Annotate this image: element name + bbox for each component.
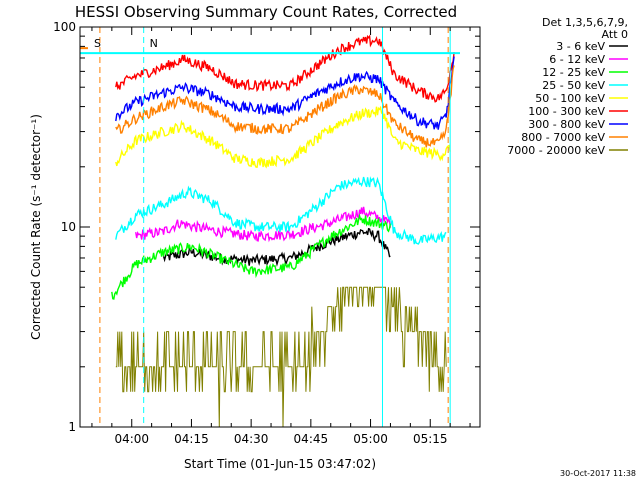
legend-label-1: 3 - 6 keV <box>556 40 605 53</box>
legend-label-9: 7000 - 20000 keV <box>507 144 605 157</box>
flag-label-s: S <box>94 37 101 50</box>
legend-label-2: 6 - 12 keV <box>549 53 605 66</box>
series-line-2 <box>135 206 392 243</box>
series-line-9 <box>115 286 447 428</box>
legend-label-5: 50 - 100 keV <box>535 92 605 105</box>
legend-label-6: 100 - 300 keV <box>528 105 605 118</box>
x-axis-title: Start Time (01-Jun-15 03:47:02) <box>184 457 376 471</box>
chart-title: HESSI Observing Summary Count Rates, Cor… <box>75 3 457 21</box>
flag-label-n: N <box>150 37 158 50</box>
legend-label-8: 800 - 7000 keV <box>521 131 605 144</box>
x-tick-label-4: 04:45 <box>294 432 329 446</box>
legend-label-4: 25 - 50 keV <box>542 79 605 92</box>
x-tick-label-5: 05:00 <box>353 432 388 446</box>
y-tick-label-1: 100 <box>53 20 76 34</box>
footer-timestamp: 30-Oct-2017 11:38 <box>560 469 636 478</box>
series-line-8 <box>115 65 455 148</box>
y-axis-title: Corrected Count Rate (s⁻¹ detector⁻¹) <box>29 114 43 340</box>
series-layer <box>111 34 455 428</box>
ticks-layer: 04:00 04:15 04:30 04:45 05:00 05:15 100 10 1 <box>53 20 480 446</box>
legend-header-line-1: Det 1,3,5,6,7,9, <box>542 16 628 29</box>
legend-label-3: 12 - 25 keV <box>542 66 605 79</box>
legend-label-7: 300 - 800 keV <box>528 118 605 131</box>
series-line-6 <box>115 34 455 103</box>
x-tick-label-6: 05:15 <box>413 432 448 446</box>
y-tick-label-3: 1 <box>68 420 76 434</box>
series-line-3 <box>111 213 392 300</box>
x-tick-label-2: 04:15 <box>174 432 209 446</box>
legend-header-line-2: Att 0 <box>602 28 628 41</box>
series-line-7 <box>115 56 455 130</box>
y-tick-label-2: 10 <box>61 220 76 234</box>
series-line-5 <box>115 105 451 169</box>
series-line-4 <box>115 176 447 245</box>
x-tick-label-1: 04:00 <box>114 432 149 446</box>
x-tick-label-3: 04:30 <box>234 432 269 446</box>
